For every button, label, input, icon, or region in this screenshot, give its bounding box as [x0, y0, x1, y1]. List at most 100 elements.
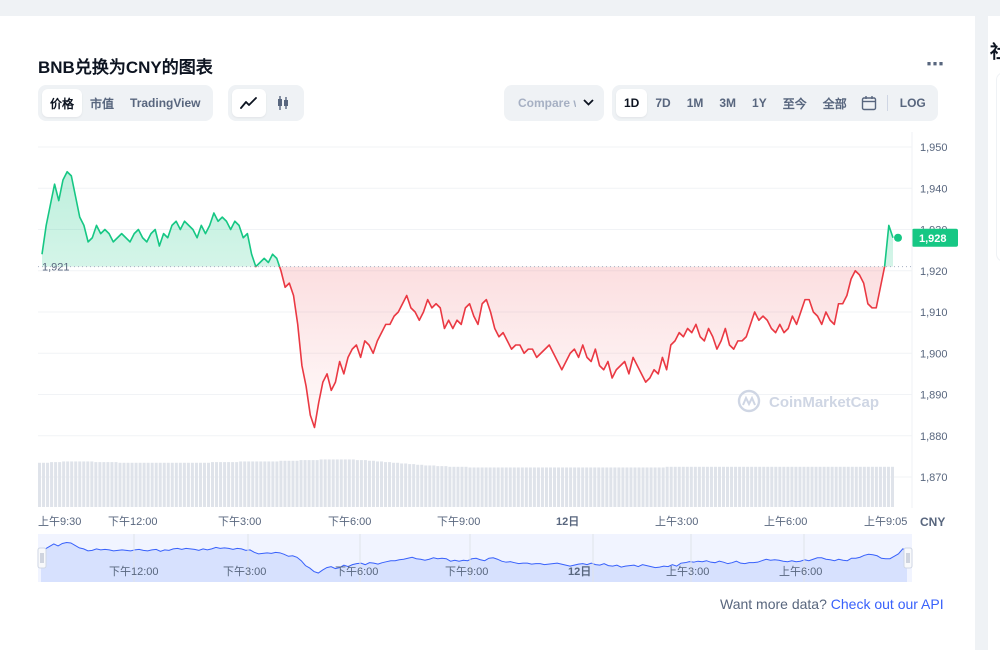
volume-bar — [790, 466, 794, 507]
volume-bar — [822, 466, 826, 507]
tab-market-cap[interactable]: 市值 — [90, 96, 115, 111]
volume-bar — [770, 466, 774, 507]
y-tick-label: 1,950 — [920, 142, 948, 154]
navigator-line — [40, 541, 908, 574]
candlestick-chart-button[interactable] — [266, 89, 300, 117]
currency-label: CNY — [920, 515, 945, 529]
volume-bar — [524, 467, 528, 507]
volume-bar — [460, 466, 464, 507]
volume-bar — [786, 466, 790, 507]
volume-bar — [78, 461, 82, 507]
navigator-left-handle[interactable] — [37, 547, 47, 569]
navigator-selection[interactable] — [38, 534, 912, 582]
x-tick-label: 上午9:05 — [864, 515, 907, 528]
volume-bar — [492, 467, 496, 507]
volume-bar — [271, 461, 275, 507]
volume-bar — [66, 461, 70, 507]
volume-bar — [476, 467, 480, 507]
volume-bar — [589, 467, 593, 507]
range-all[interactable]: 全部 — [822, 96, 847, 111]
volume-bar — [158, 462, 162, 507]
volume-bar — [621, 467, 625, 507]
navigator-tick-label: 下午6:00 — [335, 565, 378, 578]
volume-bar — [484, 467, 488, 507]
x-tick-label: 上午3:00 — [655, 515, 698, 528]
navigator-tick-label: 下午12:00 — [109, 565, 159, 578]
line-chart-button[interactable] — [232, 89, 266, 117]
volume-bar — [561, 467, 565, 507]
api-link[interactable]: Check out our API — [830, 596, 944, 612]
volume-bar — [371, 460, 375, 507]
volume-bar — [303, 460, 307, 507]
volume-bar — [532, 467, 536, 507]
volume-bar — [605, 467, 609, 507]
volume-bar — [629, 467, 633, 507]
navigator-tick-label: 下午3:00 — [223, 565, 266, 578]
volume-bar — [440, 466, 444, 507]
tab-price[interactable]: 价格 — [42, 89, 83, 117]
volume-bar — [818, 466, 822, 507]
volume-bar — [420, 464, 424, 507]
volume-bar — [766, 466, 770, 507]
volume-bar — [46, 462, 50, 507]
volume-bar — [730, 466, 734, 507]
log-scale-toggle[interactable]: LOG — [899, 96, 926, 110]
volume-bar — [842, 466, 846, 507]
range-1y[interactable]: 1Y — [752, 96, 767, 110]
volume-bar — [444, 466, 448, 507]
volume-bar — [645, 467, 649, 507]
compare-dropdown[interactable]: Compare with — [504, 85, 604, 121]
chevron-down-icon — [583, 97, 594, 109]
volume-bar — [380, 461, 384, 507]
volume-bar — [198, 462, 202, 507]
volume-bar — [701, 466, 705, 507]
y-axis: 1,9501,9401,9301,9201,9101,9001,8901,880… — [920, 142, 948, 484]
current-price-tag — [912, 228, 958, 247]
volume-bar — [528, 467, 532, 507]
volume-bar — [713, 466, 717, 507]
volume-bar — [774, 466, 778, 507]
volume-bar — [206, 462, 211, 507]
volume-bar — [617, 467, 621, 507]
volume-bar — [227, 462, 231, 507]
volume-bar — [520, 467, 524, 507]
navigator-right-handle[interactable] — [903, 547, 913, 569]
range-navigator[interactable]: 下午12:00 下午3:00 下午6:00 下午9:00 12日 上午3:00 上午6:00 — [37, 534, 913, 582]
range-1m[interactable]: 1M — [686, 96, 704, 110]
volume-bar — [870, 466, 874, 507]
more-options-icon[interactable]: ⋯ — [926, 54, 945, 74]
date-picker-button[interactable] — [855, 89, 883, 117]
area-below-baseline — [42, 266, 893, 428]
range-selector: 1D 7D 1M 3M 1Y 至今 全部 LOG — [612, 85, 938, 121]
volume-bar — [500, 467, 504, 507]
volume-bar — [456, 466, 460, 507]
volume-bar — [283, 460, 287, 507]
volume-bar — [182, 462, 186, 507]
range-7d[interactable]: 7D — [655, 96, 671, 110]
tab-tradingview[interactable]: TradingView — [130, 96, 201, 110]
volume-bar — [536, 467, 540, 507]
volume-bar — [335, 459, 339, 507]
volume-bar — [267, 461, 271, 507]
volume-bar — [295, 460, 299, 507]
volume-bar — [778, 466, 782, 507]
range-ytd[interactable]: 至今 — [782, 96, 807, 111]
volume-bar — [557, 467, 561, 507]
volume-bar — [102, 462, 106, 507]
volume-bar — [38, 462, 42, 507]
x-axis: 上午9:30 下午12:00 下午3:00 下午6:00 下午9:00 12日 上午3:00… — [38, 515, 907, 528]
volume-bar — [613, 467, 617, 507]
volume-bar — [850, 466, 854, 507]
volume-bar — [174, 462, 178, 507]
calendar-icon — [861, 96, 876, 111]
range-3m[interactable]: 3M — [719, 96, 737, 110]
range-1d[interactable]: 1D — [616, 89, 648, 117]
volume-bar — [878, 466, 882, 507]
chart-tabs: 价格 市值 TradingView — [38, 85, 213, 121]
volume-bar — [633, 467, 637, 507]
volume-bar — [319, 459, 323, 507]
watermark: CoinMarketCap — [737, 389, 879, 413]
volume-bar — [190, 462, 194, 507]
volume-bar — [866, 466, 870, 507]
